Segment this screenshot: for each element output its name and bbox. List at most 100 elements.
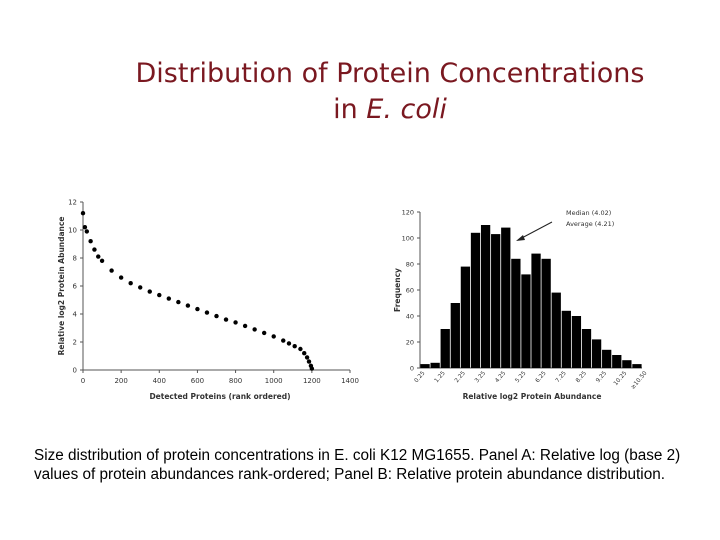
panel-a-y-tick-label: 12 [68,199,77,207]
panel-b-bar [591,339,602,368]
title-line-2-prefix: in [333,94,367,125]
title-line-2: in E. coli [60,92,720,128]
panel-a-data-point [214,313,219,319]
panel-b-x-tick-label: 6.25 [535,370,548,384]
panel-b-x-tick-label: 3.25 [474,370,487,384]
panel-b-x-tick-label: ≥10.50 [630,370,649,391]
panel-b-bar [460,266,471,368]
panel-a-y-tick-label: 4 [73,311,78,319]
panel-b-bar [551,292,561,368]
panel-a-data-point [302,351,307,356]
panel-b-x-tick-label: 0.25 [414,370,427,384]
panel-b-bar [511,258,521,368]
panel-a-data-point [185,303,191,308]
panel-b-x-tick-label: 4.25 [494,370,507,384]
panel-a-data-point [118,275,124,280]
panel-b-x-tick-label: 9.25 [595,370,608,384]
panel-a-data-point [233,320,238,325]
panel-a-data-point [306,359,312,364]
panel-a-data-point [204,310,210,315]
panel-b-x-tick-label: 2.25 [454,370,467,384]
panel-a-data-point [304,355,310,360]
panel-a-y-tick-label: 10 [68,227,77,235]
panel-a-data-point [157,292,162,298]
panel-a-data-point [80,211,86,216]
panel-a-data-point [99,258,105,263]
panel-a-rank-abundance-chart: 0 2 4 6 8 10 12 0 200 400 600 800 1000 1200 1400 Dete… [57,199,359,402]
panel-b-y-axis-label: Frequency [393,268,402,312]
panel-a-x-tick-label: 200 [114,377,127,385]
panel-b-bar [561,310,571,368]
panel-b-abundance-histogram: 0 20 40 60 80 100 120 0.25 1.25 2.25 3.25 4.25 5.25… [393,209,649,402]
panel-a-y-tick-label: 2 [73,339,77,347]
panel-b-bar [450,303,460,368]
panel-a-data-point [82,225,88,230]
panel-b-bar [491,234,501,368]
panel-a-data-point [271,334,276,339]
panel-b-y-tick-label: 40 [406,313,414,321]
panel-b-y-tick-label: 20 [406,339,414,347]
panel-b-y-tick-label: 60 [406,287,414,295]
title-organism: E. coli [366,94,447,125]
panel-a-x-axis-label: Detected Proteins (rank ordered) [149,392,290,401]
panel-a-data-point [309,366,315,371]
panel-a-y-tick-label: 0 [73,367,77,375]
panel-b-bar [430,362,440,368]
panel-a-x-tick-label: 1400 [341,377,359,385]
panel-a-x-tick-label: 600 [191,377,204,385]
panel-b-bar [541,258,551,368]
panel-b-bar [470,232,481,368]
panel-a-y-axis-label: Relative log2 Protein Abundance [57,217,66,356]
panel-a-data-point [128,281,133,286]
panel-b-bar [602,349,612,368]
panel-b-y-tick-label: 120 [402,209,414,217]
panel-b-x-tick-label: 8.25 [575,370,588,384]
panel-b-bar [581,329,592,368]
panel-b-bar [531,253,541,368]
panel-a-data-point [281,338,286,343]
panel-b-bar [501,227,511,368]
panel-b-x-tick-label: 10.25 [613,370,628,387]
panel-a-x-tick-label: 0 [81,377,85,385]
panel-a-data-point [109,268,114,273]
panel-b-bar [521,274,531,368]
panel-b-bar [420,364,430,368]
annotation-arrowhead [516,235,525,241]
panel-b-y-tick-label: 80 [406,261,414,269]
panel-b-bar [571,316,582,368]
panel-b-x-axis-label: Relative log2 Protein Abundance [463,392,602,401]
panel-a-x-tick-label: 800 [229,377,242,385]
panel-a-x-tick-label: 400 [153,377,166,385]
panel-b-bar [440,329,450,368]
panel-a-data-point [96,254,101,259]
panel-a-data-point [88,239,93,244]
annotation-median: Median (4.02) [566,209,611,217]
panel-a-data-point [84,229,90,234]
panel-a-y-tick-label: 8 [73,255,77,263]
panel-b-bar [480,225,491,368]
panel-a-data-point [92,247,97,252]
panel-a-data-point [298,346,303,352]
figure-caption: Size distribution of protein concentrati… [34,447,681,483]
panel-a-data-point [286,341,292,346]
panel-b-x-tick-label: 5.25 [515,370,528,384]
panel-b-bar [632,364,642,368]
panel-a-data-point [147,289,152,294]
annotation-average: Average (4.21) [566,220,614,228]
panel-b-bar [612,355,622,368]
panel-a-data-point [166,296,172,301]
panel-a-data-point [242,323,248,329]
panel-a-data-point [252,327,257,332]
title-line-1: Distribution of Protein Concentrations [135,58,645,89]
panel-a-x-tick-label: 1000 [265,377,283,385]
panel-a-data-point [176,299,181,305]
panel-b-y-tick-label: 0 [410,365,414,373]
panel-a-y-tick-label: 6 [73,283,78,291]
panel-b-y-tick-label: 100 [402,235,414,243]
slide-title: Distribution of Protein Concentrations i… [60,56,720,128]
panel-b-bar [622,360,632,368]
panel-a-data-point [138,285,143,290]
panel-a-data-point [261,330,267,336]
panel-a-data-point [195,306,200,312]
panel-a-x-tick-label: 1200 [303,377,321,385]
